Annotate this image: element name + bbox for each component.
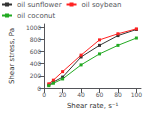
svg-text:40: 40	[77, 91, 85, 98]
svg-text:200: 200	[30, 72, 42, 79]
svg-text:0: 0	[42, 91, 46, 98]
svg-text:0: 0	[37, 85, 41, 92]
svg-text:800: 800	[30, 36, 42, 43]
svg-text:60: 60	[96, 91, 104, 98]
svg-text:Shear stress, Pa: Shear stress, Pa	[8, 28, 16, 84]
svg-text:oil soybean: oil soybean	[82, 1, 122, 9]
svg-text:80: 80	[114, 91, 122, 98]
svg-text:1000: 1000	[26, 24, 41, 31]
svg-text:oil coconut: oil coconut	[17, 12, 56, 20]
svg-text:Shear rate, s⁻¹: Shear rate, s⁻¹	[67, 102, 119, 110]
svg-text:oil sunflower: oil sunflower	[17, 1, 62, 9]
svg-text:100: 100	[131, 91, 143, 98]
svg-text:600: 600	[30, 48, 42, 55]
svg-text:400: 400	[30, 60, 42, 67]
svg-text:20: 20	[59, 91, 67, 98]
